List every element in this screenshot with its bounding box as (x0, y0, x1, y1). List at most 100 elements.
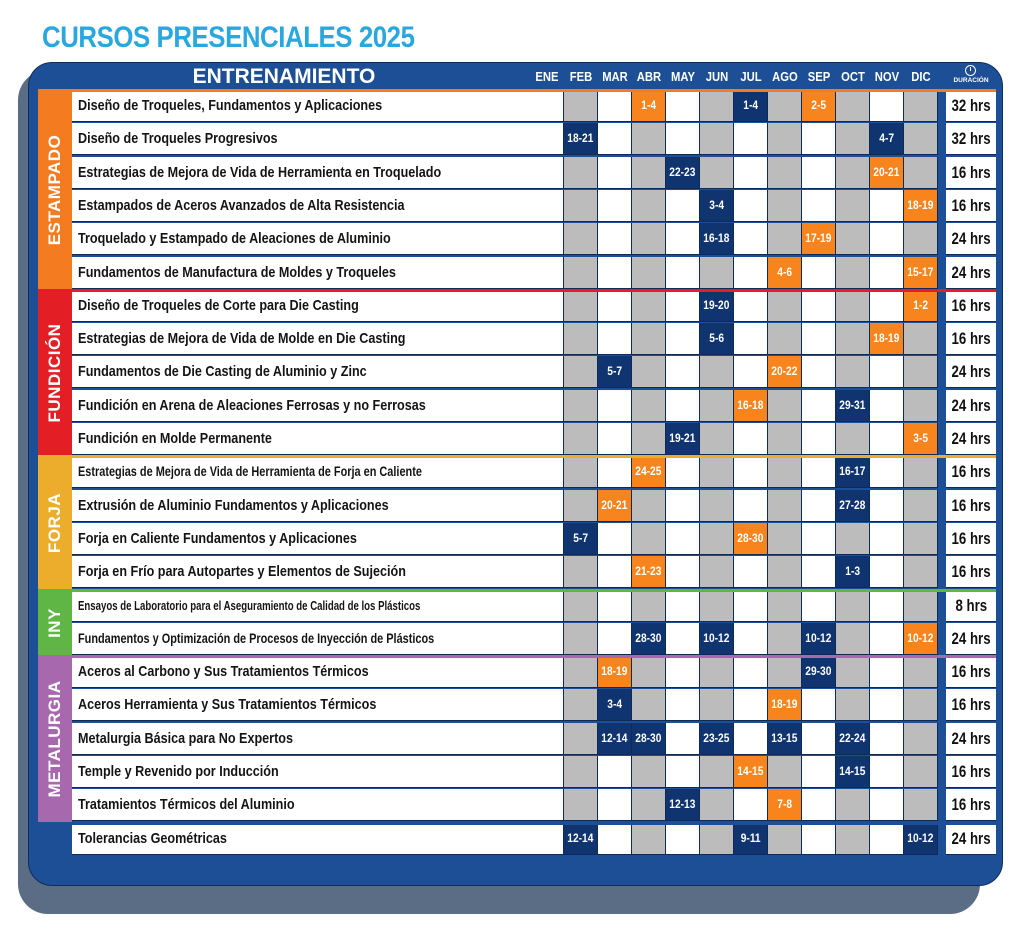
month-cell-ene (530, 423, 564, 455)
month-cell-may (666, 656, 700, 689)
date-range-text: 15-17 (907, 264, 934, 279)
month-cell-may (666, 289, 700, 322)
month-cell-jul (734, 156, 768, 189)
course-date-jul: 14-15 (734, 756, 768, 788)
month-cell-may (666, 456, 700, 489)
date-range-text: 19-21 (669, 431, 696, 445)
month-cell-ene (530, 756, 564, 788)
month-cell-jul (734, 256, 768, 289)
course-title: Diseño de Troqueles, Fundamentos y Aplic… (78, 97, 383, 114)
month-cell-jul (734, 189, 768, 222)
course-duration: 16 hrs (946, 756, 996, 788)
duration-text: 8 hrs (955, 595, 987, 615)
month-cell-oct (836, 223, 870, 256)
month-header-jun: JUN (705, 70, 729, 84)
month-cell-sep (802, 123, 836, 156)
course-date-dic: 15-17 (904, 256, 938, 289)
month-cell-ene (530, 656, 564, 689)
month-cell-jun (700, 522, 734, 555)
course-date-oct: 1-3 (836, 556, 870, 589)
month-cell-mar (598, 789, 632, 822)
course-date-sep: 10-12 (802, 622, 836, 655)
month-cell-may (666, 389, 700, 422)
month-cell-sep (802, 789, 836, 822)
course-row: Extrusión de Aluminio Fundamentos y Apli… (72, 489, 996, 522)
date-range-text: 1-2 (913, 297, 928, 312)
course-date-jul: 9-11 (734, 822, 768, 855)
month-cell-jul (734, 556, 768, 589)
course-date-oct: 29-31 (836, 389, 870, 422)
month-cell-dic (904, 556, 938, 589)
date-range-text: 20-21 (601, 497, 628, 512)
course-calendar: ENTRENAMIENTO ENE FEB MAR ABR MAY JUN JU… (38, 62, 1000, 862)
month-cell-feb (564, 489, 598, 522)
month-cell-mar (598, 90, 632, 122)
month-cell-feb (564, 622, 598, 655)
month-cell-abr (632, 489, 666, 522)
month-cell-oct (836, 189, 870, 222)
date-range-text: 22-24 (839, 730, 866, 745)
month-cell-ene (530, 389, 564, 422)
month-cell-feb (564, 689, 598, 722)
date-range-text: 10-12 (907, 630, 934, 645)
course-duration: 16 hrs (946, 522, 996, 555)
month-cell-ago (768, 622, 802, 655)
month-cell-jun (700, 822, 734, 855)
month-cell-ene (530, 456, 564, 489)
course-date-oct: 22-24 (836, 722, 870, 755)
course-row: Metalurgia Básica para No Expertos 12-14 2… (72, 722, 996, 755)
month-cell-mar (598, 323, 632, 356)
course-title: Fundición en Arena de Aleaciones Ferrosa… (78, 396, 426, 414)
month-cell-may (666, 223, 700, 256)
course-row: Aceros Herramienta y Sus Tratamientos Té… (72, 689, 996, 722)
month-cell-dic (904, 156, 938, 189)
month-cell-mar (598, 822, 632, 855)
date-range-text: 17-19 (805, 231, 832, 246)
month-cell-oct (836, 656, 870, 689)
duration-text: 24 hrs (951, 728, 991, 748)
month-cell-ene (530, 323, 564, 356)
month-cell-ene (530, 589, 564, 622)
month-cell-jul (734, 622, 768, 655)
course-title-cell: Temple y Revenido por Inducción (72, 756, 530, 788)
course-title: Metalurgia Básica para No Expertos (78, 729, 293, 747)
course-title: Diseño de Troqueles de Corte para Die Ca… (78, 296, 359, 314)
course-duration: 24 hrs (946, 722, 996, 755)
course-date-nov: 20-21 (870, 156, 904, 189)
course-duration: 16 hrs (946, 189, 996, 222)
month-cell-sep (802, 522, 836, 555)
month-cell-dic (904, 589, 938, 622)
course-date-may: 12-13 (666, 789, 700, 822)
month-cell-ago (768, 556, 802, 589)
course-title-cell: Forja en Caliente Fundamentos y Aplicaci… (72, 522, 530, 555)
month-cell-ene (530, 223, 564, 256)
month-cell-feb (564, 556, 598, 589)
month-cell-jun (700, 156, 734, 189)
month-cell-ago (768, 522, 802, 555)
month-cell-sep (802, 356, 836, 389)
month-cell-jun (700, 756, 734, 788)
course-title: Temple y Revenido por Inducción (78, 763, 279, 780)
month-cell-oct (836, 522, 870, 555)
date-range-text: 1-3 (845, 564, 860, 579)
month-header-abr: ABR (636, 70, 662, 84)
course-row: Troquelado y Estampado de Aleaciones de … (72, 223, 996, 256)
category-divider (38, 89, 996, 92)
month-cell-nov (870, 356, 904, 389)
month-cell-jul (734, 656, 768, 689)
course-duration: 16 hrs (946, 456, 996, 489)
month-cell-dic (904, 389, 938, 422)
month-cell-nov (870, 822, 904, 855)
date-range-text: 24-25 (635, 464, 662, 479)
course-title: Estrategias de Mejora de Vida de Herrami… (78, 463, 422, 480)
month-cell-mar (598, 522, 632, 555)
course-date-abr: 28-30 (632, 722, 666, 755)
duration-text: 24 hrs (951, 262, 991, 282)
month-cell-jul (734, 423, 768, 455)
course-date-jul: 1-4 (734, 90, 768, 122)
month-cell-feb (564, 656, 598, 689)
month-cell-may (666, 689, 700, 722)
date-range-text: 23-25 (703, 730, 730, 745)
course-date-sep: 29-30 (802, 656, 836, 689)
month-cell-sep (802, 423, 836, 455)
